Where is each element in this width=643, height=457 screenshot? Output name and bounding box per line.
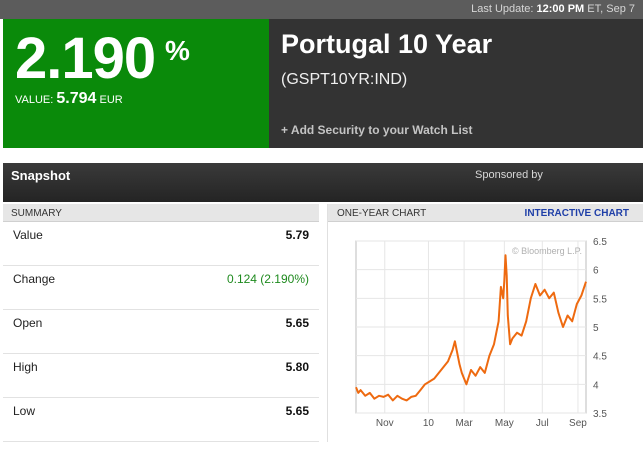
- last-update-time: 12:00 PM: [536, 3, 585, 15]
- y-tick-label: 4: [593, 380, 599, 391]
- yield-value: 2.190: [15, 26, 156, 91]
- x-tick-label: Sep: [569, 418, 587, 429]
- snapshot-title: Snapshot: [11, 168, 71, 183]
- row-label: Change: [13, 272, 56, 286]
- security-name: Portugal 10 Year: [281, 29, 493, 59]
- price-value: VALUE: 5.794 EUR: [15, 90, 123, 108]
- price-chart: 6.5 6 5.5 5 4.5 4 3.5 Nov 10 Mar May Jul Sep © Bloomb…: [355, 237, 607, 429]
- y-tick-label: 6: [593, 266, 599, 277]
- security-header: Portugal 10 Year (GSPT10YR:IND) + Add Se…: [269, 19, 643, 148]
- chart-header: ONE-YEAR CHART INTERACTIVE CHART: [328, 204, 643, 222]
- row-label: Low: [13, 404, 36, 418]
- yield-percent-symbol: %: [165, 35, 190, 66]
- chart-title: ONE-YEAR CHART: [337, 208, 427, 219]
- snapshot-bar: Snapshot Sponsored by: [3, 163, 643, 202]
- add-to-watchlist-link[interactable]: + Add Security to your Watch List: [281, 123, 473, 137]
- yield-series-line: [355, 254, 587, 402]
- value-number: 5.794: [56, 90, 97, 107]
- row-value: 5.80: [285, 360, 309, 374]
- y-tick-label: 5: [593, 323, 599, 334]
- x-tick-label: Nov: [376, 418, 394, 429]
- last-update-date: ET, Sep 7: [587, 3, 635, 15]
- x-tick-label: 10: [423, 418, 435, 429]
- row-value: 5.65: [285, 404, 309, 418]
- one-year-chart-panel: ONE-YEAR CHART INTERACTIVE CHART 6.5 6 5.5…: [327, 204, 643, 442]
- summary-row-high: High 5.80: [3, 354, 319, 398]
- x-tick-label: May: [495, 418, 514, 429]
- x-tick-label: Mar: [455, 418, 473, 429]
- last-update-label: Last Update:: [471, 3, 534, 15]
- sponsored-by-label: Sponsored by: [475, 169, 543, 181]
- summary-table: SUMMARY Value 5.79 Change 0.124 (2.190%)…: [3, 204, 319, 444]
- row-label: Open: [13, 316, 43, 330]
- y-tick-label: 4.5: [593, 352, 607, 363]
- summary-row-change: Change 0.124 (2.190%): [3, 266, 319, 310]
- y-tick-label: 5.5: [593, 294, 607, 305]
- y-tick-label: 3.5: [593, 409, 607, 420]
- x-tick-label: Jul: [536, 418, 549, 429]
- summary-row-low: Low 5.65: [3, 398, 319, 442]
- row-value: 5.65: [285, 316, 309, 330]
- row-label: High: [13, 360, 38, 374]
- value-label: VALUE:: [15, 94, 54, 106]
- last-update-bar: Last Update: 12:00 PM ET, Sep 7: [0, 0, 643, 19]
- interactive-chart-link[interactable]: INTERACTIVE CHART: [524, 208, 629, 219]
- y-tick-label: 6.5: [593, 237, 607, 248]
- row-label: Value: [13, 228, 43, 242]
- value-currency: EUR: [99, 94, 123, 106]
- row-value: 0.124 (2.190%): [226, 272, 309, 286]
- bloomberg-watermark: © Bloomberg L.P.: [512, 246, 582, 256]
- summary-row-open: Open 5.65: [3, 310, 319, 354]
- quote-box: 2.190 % VALUE: 5.794 EUR: [3, 19, 269, 148]
- summary-header: SUMMARY: [3, 204, 319, 222]
- summary-row-value: Value 5.79: [3, 222, 319, 266]
- row-value: 5.79: [285, 228, 309, 242]
- security-ticker: (GSPT10YR:IND): [281, 71, 408, 88]
